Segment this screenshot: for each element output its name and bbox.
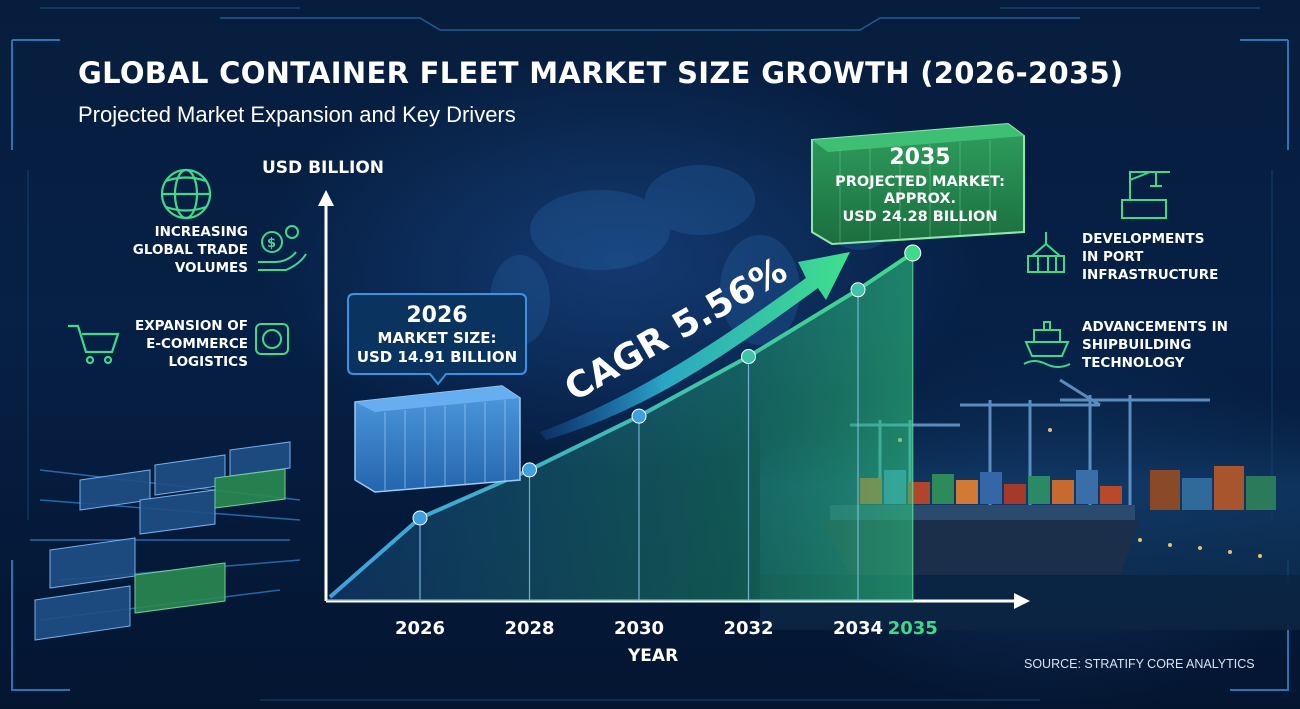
driver-line: IN PORT	[1082, 249, 1144, 265]
x-axis-arrowhead	[1014, 593, 1030, 609]
driver-line: INCREASING	[154, 224, 248, 240]
port-crane-icon	[1121, 171, 1170, 219]
driver-line: VOLUMES	[174, 260, 248, 276]
dollar-hand-icon	[258, 225, 307, 271]
x-axis-label: YEAR	[628, 646, 679, 666]
callout-2026-year: 2026	[406, 303, 467, 328]
callout-2026: 2026 MARKET SIZE: USD 14.91 BILLION	[347, 293, 527, 386]
container-lift-icon	[1027, 232, 1065, 273]
source-note: SOURCE: STRATIFY CORE ANALYTICS	[1024, 657, 1255, 671]
shopping-cart-icon	[68, 324, 120, 365]
x-tick-label-2028: 2028	[504, 618, 554, 639]
x-tick-label-2026: 2026	[395, 618, 445, 639]
page-subtitle: Projected Market Expansion and Key Drive…	[78, 102, 516, 127]
driver-global-trade: INCREASING GLOBAL TRADE VOLUMES	[108, 223, 248, 277]
driver-line: INFRASTRUCTURE	[1082, 267, 1219, 283]
data-point-2028	[522, 462, 537, 478]
globe-icon	[160, 168, 212, 220]
callout-2035: 2035 PROJECTED MARKET: APPROX. USD 24.28…	[811, 122, 1025, 246]
y-axis-label: USD BILLION	[262, 158, 385, 178]
callout-2026-line2: USD 14.91 BILLION	[357, 348, 517, 366]
driver-shipbuilding: ADVANCEMENTS IN SHIPBUILDING TECHNOLOGY	[1082, 318, 1272, 372]
online-cart-icon	[255, 323, 289, 355]
driver-line: GLOBAL TRADE	[132, 242, 248, 258]
driver-line: LOGISTICS	[168, 354, 248, 370]
callout-2035-year: 2035	[889, 145, 950, 170]
callout-2026-line1: MARKET SIZE:	[378, 329, 497, 347]
stacked-containers	[860, 466, 1276, 510]
dollar-sign: $	[267, 236, 276, 251]
floating-containers	[30, 441, 301, 641]
driver-port-infrastructure: DEVELOPMENTS IN PORT INFRASTRUCTURE	[1082, 230, 1272, 284]
x-tick-label-2032: 2032	[723, 618, 773, 639]
blue-container-illustration	[354, 385, 521, 493]
data-point-2035	[904, 244, 922, 262]
data-point-2032	[741, 349, 756, 365]
x-tick-label-2034: 2034	[833, 618, 883, 639]
data-point-2026	[412, 510, 428, 526]
cagr-arrow	[540, 252, 850, 440]
page-title: GLOBAL CONTAINER FLEET MARKET SIZE GROWT…	[78, 56, 1124, 90]
x-tick-label-2035: 2035	[888, 618, 938, 639]
driver-line: SHIPBUILDING	[1082, 337, 1192, 353]
data-point-2034	[850, 282, 866, 298]
data-point-2030	[631, 408, 647, 424]
y-axis-arrowhead	[318, 190, 334, 206]
driver-line: E-COMMERCE	[146, 336, 248, 352]
ship-icon	[1023, 321, 1071, 368]
callout-2035-line2: APPROX.	[884, 191, 956, 207]
x-tick-label-2030: 2030	[614, 618, 664, 639]
callout-2035-line3: USD 24.28 BILLION	[843, 209, 998, 225]
driver-ecommerce: EXPANSION OF E-COMMERCE LOGISTICS	[104, 317, 248, 371]
driver-line: TECHNOLOGY	[1082, 355, 1185, 371]
callout-2035-line1: PROJECTED MARKET:	[835, 174, 1005, 190]
driver-line: ADVANCEMENTS IN	[1082, 319, 1228, 335]
driver-line: EXPANSION OF	[135, 318, 248, 334]
driver-line: DEVELOPMENTS	[1082, 231, 1205, 247]
